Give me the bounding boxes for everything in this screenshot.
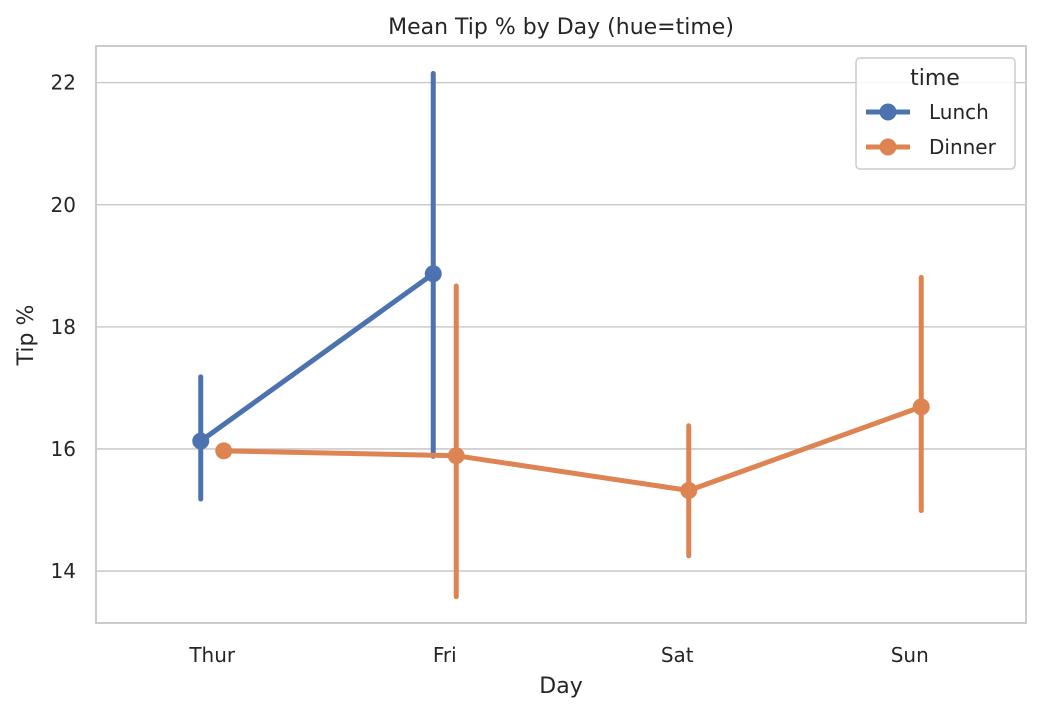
legend-title: time bbox=[910, 66, 960, 91]
series-line-lunch bbox=[198, 271, 436, 444]
legend: time Lunch Dinner bbox=[855, 57, 1016, 170]
point-dinner-thur bbox=[215, 442, 233, 460]
x-tick-label-fri: Fri bbox=[433, 643, 457, 667]
series-lunch bbox=[192, 70, 442, 502]
plot-frame bbox=[95, 45, 1027, 624]
point-lunch-fri bbox=[424, 265, 442, 283]
y-axis-label: Tip % bbox=[14, 305, 39, 367]
point-lunch-thur bbox=[192, 432, 210, 450]
y-tick-label: 16 bbox=[51, 437, 76, 461]
x-tick-labels: Thur Fri Sat Sun bbox=[188, 643, 928, 667]
chart-marks bbox=[192, 70, 930, 600]
legend-marker bbox=[879, 138, 897, 156]
x-tick-label-thur: Thur bbox=[188, 643, 236, 667]
legend-label: Lunch bbox=[929, 100, 989, 124]
y-tick-label: 18 bbox=[51, 315, 76, 339]
y-tick-label: 22 bbox=[51, 71, 76, 95]
legend-item-dinner: Dinner bbox=[866, 135, 997, 159]
series-dinner bbox=[215, 274, 930, 600]
chart-title: Mean Tip % by Day (hue=time) bbox=[388, 15, 734, 40]
x-axis-label: Day bbox=[539, 674, 582, 699]
point-dinner-fri bbox=[447, 447, 465, 465]
legend-box bbox=[855, 57, 1016, 170]
point-dinner-sat bbox=[680, 482, 698, 500]
legend-label: Dinner bbox=[929, 135, 997, 159]
legend-marker bbox=[879, 103, 897, 121]
legend-items: Lunch Dinner bbox=[866, 100, 997, 159]
y-tick-label: 20 bbox=[51, 193, 76, 217]
series-line-dinner bbox=[221, 404, 924, 494]
x-tick-label-sat: Sat bbox=[661, 643, 694, 667]
legend-item-lunch: Lunch bbox=[866, 100, 989, 124]
point-dinner-sun bbox=[912, 398, 930, 416]
x-tick-label-sun: Sun bbox=[891, 643, 929, 667]
y-tick-labels: 14 16 18 20 22 bbox=[51, 71, 76, 583]
y-tick-label: 14 bbox=[51, 559, 76, 583]
